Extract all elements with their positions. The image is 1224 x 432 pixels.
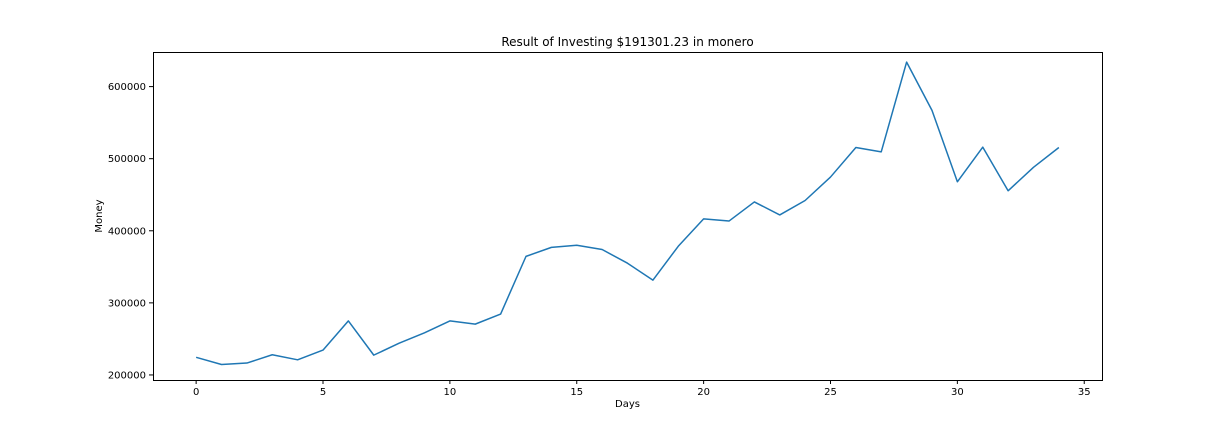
y-tick-label: 400000 bbox=[108, 226, 146, 237]
plot-area bbox=[195, 61, 1060, 366]
x-tick-label: 0 bbox=[193, 387, 199, 398]
x-tick-label: 5 bbox=[320, 387, 326, 398]
x-axis-label: Days bbox=[615, 399, 640, 410]
chart-title: Result of Investing $191301.23 in monero bbox=[501, 35, 753, 49]
y-tick-label: 500000 bbox=[108, 154, 146, 165]
x-tick-label: 30 bbox=[951, 387, 964, 398]
x-tick-label: 20 bbox=[697, 387, 710, 398]
x-tick-label: 15 bbox=[570, 387, 583, 398]
x-tick-label: 25 bbox=[824, 387, 837, 398]
x-axis: 0 5 10 15 20 25 30 35 bbox=[193, 380, 1091, 398]
series-line bbox=[195, 61, 1060, 366]
plot-frame bbox=[153, 52, 1103, 381]
x-tick-label: 10 bbox=[444, 387, 457, 398]
y-axis: 200000 300000 400000 500000 600000 bbox=[108, 82, 153, 381]
x-tick-label: 35 bbox=[1078, 387, 1091, 398]
y-tick-label: 600000 bbox=[108, 82, 146, 93]
y-tick-label: 300000 bbox=[108, 298, 146, 309]
y-tick-label: 200000 bbox=[108, 370, 146, 381]
y-axis-label: Money bbox=[94, 199, 105, 232]
